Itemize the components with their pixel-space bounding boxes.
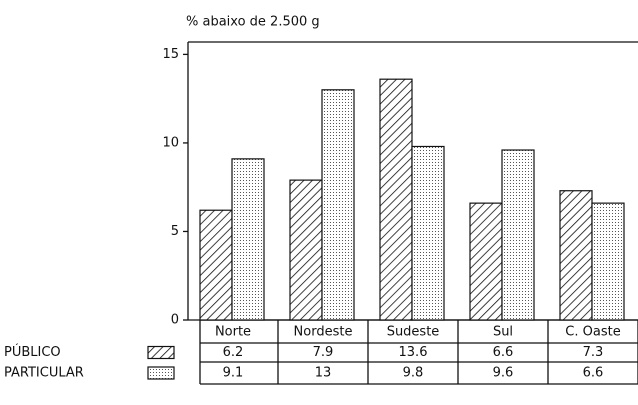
chart-title: % abaixo de 2.500 g: [186, 15, 320, 30]
bar: [231, 158, 265, 321]
x-tick-label: C. Oaste: [565, 325, 620, 340]
value-label: 9.8: [403, 366, 424, 381]
y-tick-label: 0: [171, 313, 179, 328]
x-tick-label: Sul: [493, 325, 513, 340]
value-label: 13.6: [399, 345, 428, 360]
bar: [591, 202, 625, 321]
y-tick-label: 5: [171, 224, 179, 239]
value-label: 7.3: [583, 345, 604, 360]
y-tick-label: 15: [162, 47, 179, 62]
value-label: 6.2: [223, 345, 244, 360]
x-tick-label: Sudeste: [387, 325, 440, 340]
value-label: 6.6: [583, 366, 604, 381]
legend-label: PÚBLICO: [4, 344, 61, 360]
bar: [411, 145, 445, 321]
legend-swatch: [147, 345, 175, 360]
value-label: 9.6: [493, 366, 514, 381]
bar: [321, 89, 355, 321]
value-label: 9.1: [223, 366, 244, 381]
value-label: 7.9: [313, 345, 334, 360]
x-tick-label: Norte: [215, 325, 251, 340]
x-tick-label: Nordeste: [294, 325, 353, 340]
bar: [199, 209, 233, 321]
legend-label: PARTICULAR: [4, 366, 84, 381]
bar: [559, 190, 593, 321]
value-label: 6.6: [493, 345, 514, 360]
bar: [501, 149, 535, 321]
legend-swatch: [147, 366, 175, 380]
y-tick-label: 10: [162, 135, 179, 150]
value-label: 13: [315, 366, 332, 381]
bar: [379, 78, 413, 321]
bar: [469, 202, 503, 321]
bar: [289, 179, 323, 321]
